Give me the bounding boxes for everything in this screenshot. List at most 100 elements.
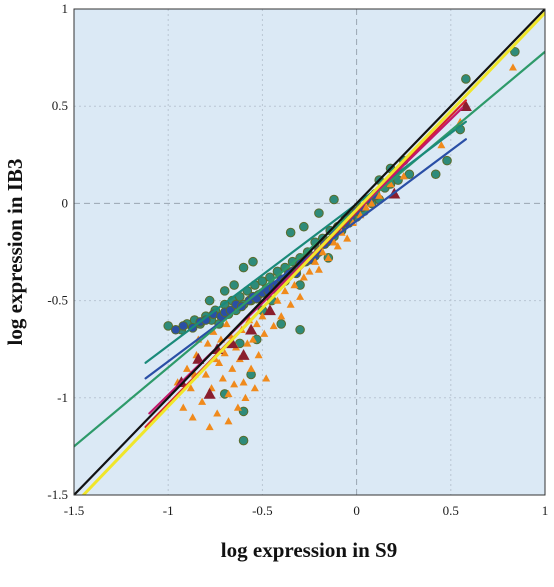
data-point (228, 364, 237, 372)
data-point (430, 169, 441, 180)
data-point (178, 321, 189, 331)
data-point (442, 155, 452, 166)
data-point (233, 403, 242, 411)
data-point (220, 349, 229, 357)
data-point (238, 262, 249, 273)
data-point (241, 393, 250, 401)
y-tick-label: 0 (62, 195, 69, 210)
data-point (329, 194, 339, 205)
data-point (238, 406, 249, 417)
y-tick-label: -1.5 (47, 487, 68, 502)
data-point (362, 203, 371, 211)
y-tick-label: -0.5 (47, 293, 68, 308)
data-point (437, 141, 446, 149)
data-point (237, 349, 250, 360)
x-tick-label: 0 (353, 503, 360, 518)
data-point (262, 374, 271, 382)
data-point (201, 370, 210, 378)
gridlines (74, 9, 545, 495)
data-point (205, 422, 214, 431)
data-point (229, 280, 239, 290)
data-point (295, 324, 305, 335)
y-tick-label: -1 (57, 390, 68, 405)
data-point (254, 351, 263, 359)
data-point (296, 292, 305, 300)
y-tick-label: 1 (62, 1, 69, 16)
fit-line (74, 50, 545, 448)
data-point (218, 374, 227, 382)
data-point (324, 253, 333, 262)
data-point (183, 364, 192, 372)
data-point (215, 358, 224, 367)
data-point (276, 319, 287, 329)
x-tick-label: 1 (542, 503, 549, 518)
data-point (314, 265, 323, 273)
plot-frame (73, 8, 546, 496)
data-point (318, 248, 327, 256)
data-point (299, 273, 308, 281)
data-point (204, 295, 215, 306)
data-point (329, 238, 338, 246)
data-point (224, 417, 233, 425)
data-point (285, 227, 296, 238)
data-point (290, 281, 299, 289)
data-point (508, 63, 517, 71)
data-point (248, 256, 258, 267)
y-tick-label: 0.5 (52, 98, 68, 113)
data-point (163, 321, 173, 331)
data-point (333, 242, 342, 250)
data-point (170, 324, 181, 335)
data-point (281, 286, 290, 295)
x-tick-label: -1.5 (64, 503, 85, 518)
data-point (404, 169, 415, 180)
fit-line (74, 9, 545, 495)
data-point (198, 397, 207, 405)
data-point (203, 339, 212, 347)
x-tick-label: -1 (163, 503, 174, 518)
data-point (305, 267, 314, 275)
tick-labels: -1.5 -1 -0.5 0 0.5 1 -1.5 -1 -0.5 0 0.5 1 (47, 1, 548, 518)
data-point (222, 319, 231, 328)
data-point (179, 403, 188, 411)
data-point (238, 435, 249, 446)
data-point (510, 46, 520, 57)
fit-line (144, 138, 467, 380)
data-point (188, 413, 197, 421)
data-point (226, 337, 239, 349)
data-point (260, 329, 269, 337)
data-point (314, 208, 324, 218)
data-point (386, 179, 395, 188)
x-tick-label: -0.5 (252, 503, 273, 518)
x-axis-title: log expression in S9 (221, 538, 397, 562)
data-point (243, 339, 252, 347)
data-point (286, 300, 295, 308)
data-point (192, 352, 205, 364)
data-point (203, 387, 216, 399)
data-point (273, 296, 282, 304)
data-point (343, 234, 352, 242)
data-point (375, 191, 384, 199)
y-axis-title: log expression in IB3 (3, 159, 27, 346)
data-point (239, 378, 248, 386)
data-point (367, 199, 376, 207)
data-point (269, 321, 278, 330)
data-point (258, 312, 267, 320)
data-point (219, 286, 230, 296)
data-point (245, 323, 258, 335)
data-point (299, 221, 309, 232)
data-point (399, 172, 408, 180)
fit-line (144, 120, 467, 364)
data-point (248, 335, 257, 343)
data-point (247, 364, 256, 372)
x-tick-label: 0.5 (443, 503, 459, 518)
data-point (461, 74, 471, 84)
data-point (311, 257, 320, 265)
data-point (230, 380, 239, 388)
data-point (257, 276, 268, 286)
data-point (224, 389, 233, 398)
fit-line (81, 11, 545, 495)
data-point (213, 409, 222, 417)
data-point (252, 319, 261, 328)
data-point (186, 384, 195, 392)
